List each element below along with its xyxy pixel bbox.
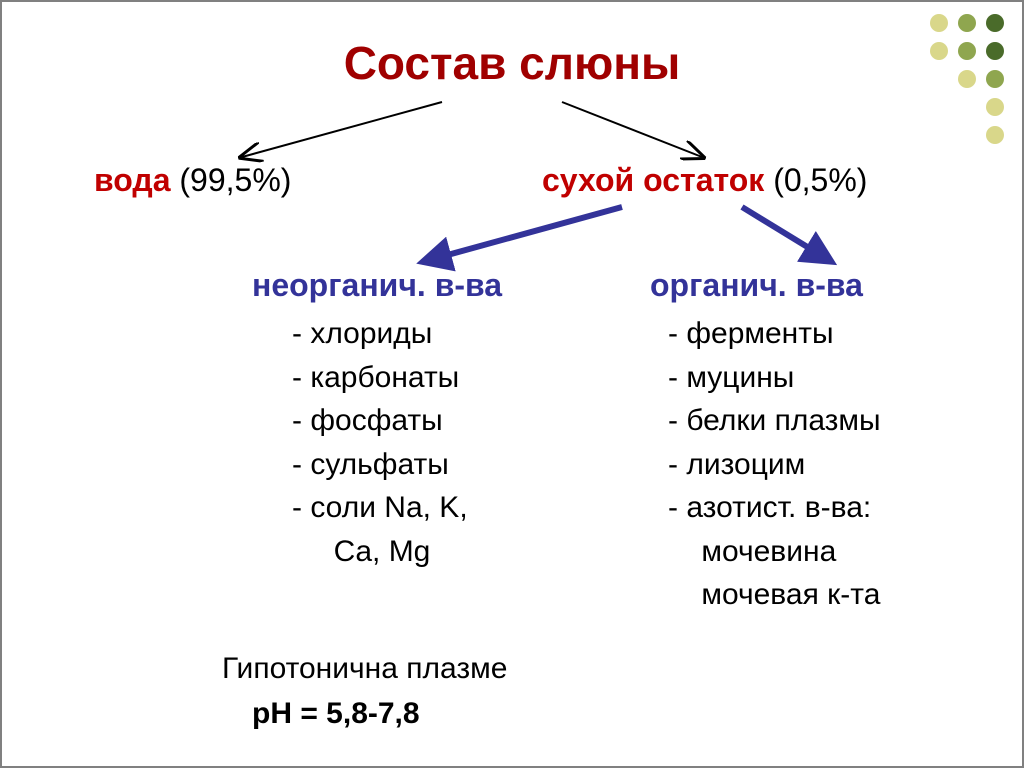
ph-value: рН = 5,8-7,8 [252, 697, 420, 731]
arrow-residue-inorg [422, 207, 622, 262]
residue-label: сухой остаток [542, 162, 764, 198]
slide-title: Состав слюны [2, 36, 1022, 90]
list-item: - соли Na, K, [292, 486, 468, 530]
water-pct: (99,5%) [179, 162, 291, 198]
list-item: - сульфаты [292, 443, 468, 487]
list-item: - ферменты [668, 312, 881, 356]
arrow-residue-org [742, 207, 832, 262]
list-item: - карбонаты [292, 356, 468, 400]
component-water: вода (99,5%) [94, 162, 291, 199]
list-item: - лизоцим [668, 443, 881, 487]
component-residue: сухой остаток (0,5%) [542, 162, 867, 199]
arrow-title-water [242, 102, 442, 157]
organic-list: - ферменты- муцины- белки плазмы- лизоци… [668, 312, 881, 617]
decor-dot [930, 14, 948, 32]
group-inorganic: неорганич. в-ва [252, 267, 502, 304]
inorganic-list: - хлориды- карбонаты- фосфаты- сульфаты-… [292, 312, 468, 573]
list-item: - белки плазмы [668, 399, 881, 443]
list-item: Ca, Mg [292, 530, 468, 574]
decor-dot [986, 98, 1004, 116]
group-organic: органич. в-ва [650, 267, 863, 304]
decor-dot [986, 126, 1004, 144]
footer-note: Гипотонична плазме [222, 652, 507, 686]
arrow-title-residue [562, 102, 702, 157]
list-item: мочевина [668, 530, 881, 574]
list-item: - хлориды [292, 312, 468, 356]
residue-pct: (0,5%) [773, 162, 867, 198]
list-item: - фосфаты [292, 399, 468, 443]
decor-dot [958, 14, 976, 32]
decor-dot [986, 14, 1004, 32]
water-label: вода [94, 162, 170, 198]
list-item: - азотист. в-ва: [668, 486, 881, 530]
slide-frame: Состав слюны вода (99,5%) сухой остаток … [0, 0, 1024, 768]
list-item: мочевая к-та [668, 573, 881, 617]
list-item: - муцины [668, 356, 881, 400]
